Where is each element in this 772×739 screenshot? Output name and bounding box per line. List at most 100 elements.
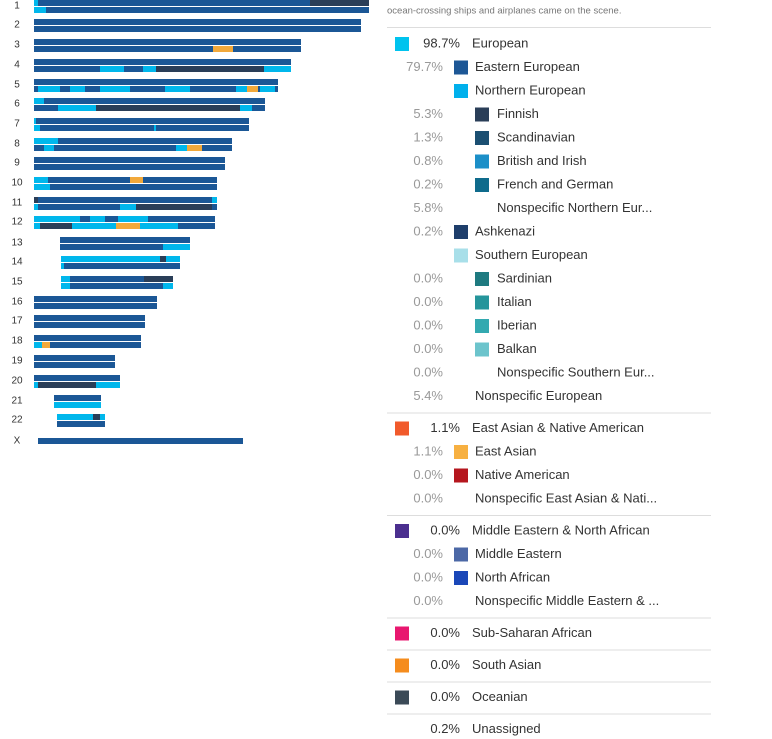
ancestry-segment [100, 86, 130, 92]
percentage: 0.0% [430, 625, 460, 640]
ancestry-segment [260, 86, 275, 92]
color-swatch [395, 626, 409, 641]
population-label: Unassigned [472, 721, 541, 736]
color-swatch [395, 690, 409, 705]
chromosome-label: 2 [14, 20, 20, 31]
population-label: Nonspecific East Asian & Nati... [475, 490, 657, 505]
ancestry-segment [96, 105, 240, 111]
ancestry-segment [38, 382, 96, 388]
population-label: Finnish [497, 106, 539, 121]
chromosome-label: 18 [11, 336, 23, 347]
ancestry-segment [156, 66, 264, 72]
color-swatch [475, 178, 489, 192]
population-label: Native American [475, 467, 570, 482]
chromosome-strand [61, 263, 180, 269]
population-label: East Asian [475, 443, 536, 458]
color-swatch [475, 295, 489, 310]
percentage: 1.3% [413, 129, 443, 144]
ancestry-segment [34, 204, 38, 210]
ancestry-segment [166, 256, 180, 262]
chromosome-strand [34, 39, 301, 45]
population-label: Eastern European [475, 59, 580, 74]
population-label: European [472, 35, 528, 50]
percentage: 0.0% [413, 317, 443, 332]
population-label: South Asian [472, 657, 541, 672]
chromosome-strand [38, 438, 243, 444]
chromosome-strand [34, 164, 225, 170]
ancestry-segment [34, 197, 38, 203]
chromosome-label: 4 [14, 60, 20, 71]
color-swatch [475, 319, 489, 333]
chromosome-strand [34, 177, 217, 183]
chromosome-label: 13 [11, 238, 23, 249]
percentage: 5.3% [413, 106, 443, 121]
color-swatch [454, 445, 468, 459]
chromosome-strand [34, 0, 369, 6]
ancestry-segment [160, 256, 166, 262]
color-swatch [475, 342, 489, 357]
ancestry-segment [212, 197, 217, 203]
population-label: Middle Eastern [475, 546, 562, 561]
ancestry-segment [34, 7, 46, 13]
color-swatch [475, 154, 489, 169]
ancestry-segment [116, 223, 140, 229]
ancestry-segment [61, 276, 70, 282]
percentage: 0.0% [413, 364, 443, 379]
ancestry-segment [34, 184, 50, 190]
ancestry-segment [42, 342, 50, 348]
population-label: Iberian [497, 317, 537, 332]
percentage: 1.1% [430, 420, 460, 435]
percentage: 0.0% [413, 546, 443, 561]
ancestry-segment [34, 223, 40, 229]
ancestry-segment [34, 125, 40, 131]
color-swatch [395, 658, 409, 673]
chromosome-strand [34, 26, 361, 32]
population-label: Sub-Saharan African [472, 625, 592, 640]
color-swatch [395, 421, 409, 436]
ancestry-segment [118, 216, 148, 222]
percentage: 0.0% [413, 341, 443, 356]
ancestry-segment [310, 0, 369, 6]
population-label: Ashkenazi [475, 223, 535, 238]
ancestry-segment [34, 382, 38, 388]
ancestry-segment [34, 118, 36, 124]
color-swatch [454, 60, 468, 75]
color-swatch [395, 524, 409, 538]
chromosome-strand [34, 98, 265, 104]
ancestry-segment [44, 145, 54, 151]
color-swatch [454, 225, 468, 239]
ancestry-segment [61, 256, 160, 262]
ancestry-segment [58, 105, 96, 111]
chromosome-strand [34, 157, 225, 163]
chromosome-label: 6 [14, 99, 20, 110]
population-label: Italian [497, 294, 532, 309]
chromosome-label: 7 [14, 119, 20, 130]
ancestry-segment [40, 223, 72, 229]
chromosome-strand [34, 7, 369, 13]
population-label: Nonspecific Middle Eastern & ... [475, 593, 659, 608]
color-swatch [454, 468, 468, 483]
population-label: Nonspecific Northern Eur... [497, 200, 652, 215]
population-label: Oceanian [472, 689, 528, 704]
population-label: North African [475, 569, 550, 584]
chromosome-label: 15 [11, 277, 23, 288]
population-label: Nonspecific Southern Eur... [497, 364, 655, 379]
chromosome-label: 21 [11, 396, 23, 407]
population-label: Balkan [497, 341, 537, 356]
chromosome-strand [61, 283, 173, 289]
chromosome-strand [34, 184, 217, 190]
percentage: 5.8% [413, 200, 443, 215]
ancestry-segment [90, 216, 105, 222]
chromosome-strand [34, 375, 120, 381]
chromosome-label: 16 [11, 297, 23, 308]
population-label: Scandinavian [497, 129, 575, 144]
chromosome-strand [34, 342, 141, 348]
chromosome-strand [34, 303, 157, 309]
chromosome-label: X [14, 436, 21, 447]
color-swatch [454, 84, 468, 98]
chromosome-strand [34, 355, 115, 361]
ancestry-segment [61, 263, 64, 269]
percentage: 0.0% [413, 490, 443, 505]
percentage: 0.0% [413, 294, 443, 309]
ancestry-segment [34, 177, 48, 183]
